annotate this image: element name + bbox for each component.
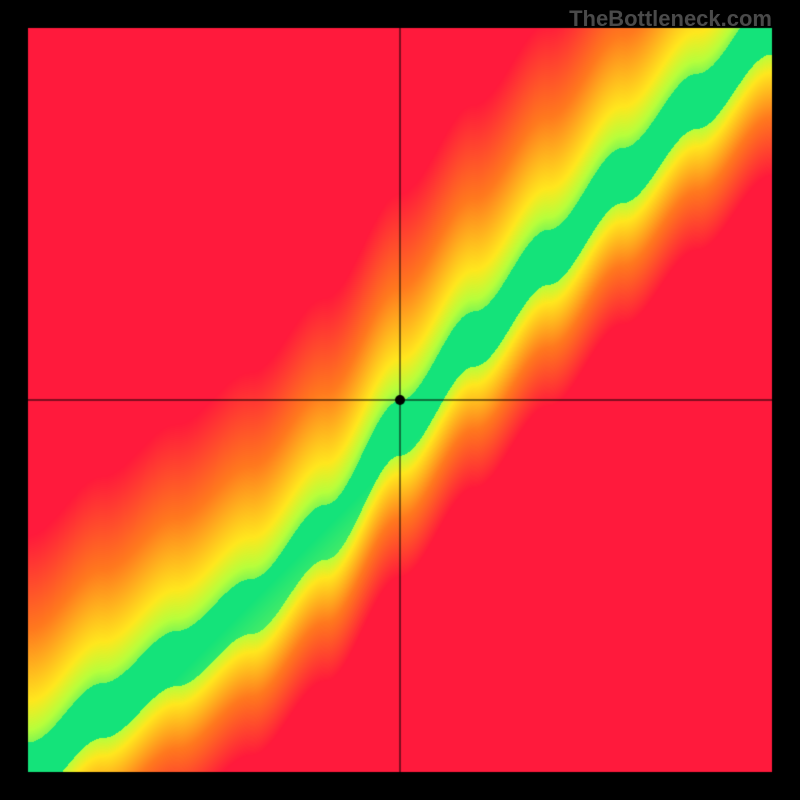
watermark-text: TheBottleneck.com [569, 6, 772, 32]
bottleneck-heatmap [0, 0, 800, 800]
